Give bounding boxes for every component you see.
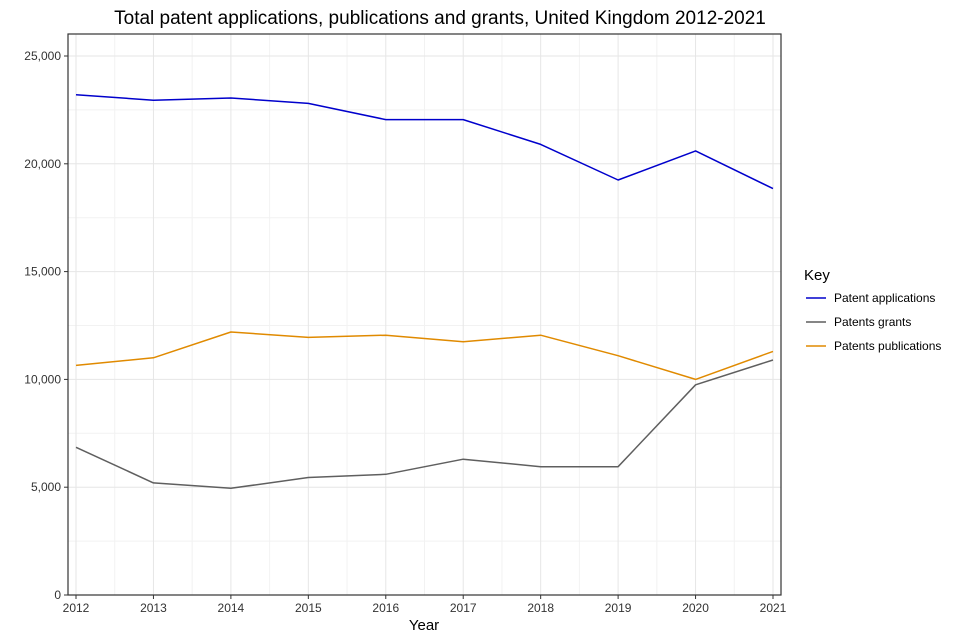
x-tick-label: 2017 (450, 601, 477, 615)
x-tick-label: 2014 (218, 601, 245, 615)
y-tick-label: 25,000 (24, 49, 61, 63)
x-axis: 2012 2013 2014 2015 2016 2017 2018 2019 2020 2021 (63, 595, 787, 615)
x-tick-label: 2016 (372, 601, 399, 615)
x-axis-title: Year (409, 617, 439, 634)
series-lines (75, 94, 774, 490)
y-tick-label: 0 (54, 588, 61, 602)
y-tick-label: 20,000 (24, 157, 61, 171)
series-line-patents-grants (75, 359, 774, 490)
x-tick-label: 2015 (295, 601, 322, 615)
y-tick-label: 5,000 (31, 480, 61, 494)
y-tick-label: 15,000 (24, 265, 61, 279)
legend: Key Patent applications Patents grants Pat… (804, 267, 941, 353)
x-tick-label: 2019 (605, 601, 632, 615)
y-tick-label: 10,000 (24, 372, 61, 386)
x-tick-label: 2013 (140, 601, 167, 615)
x-tick-label: 2012 (63, 601, 90, 615)
legend-title: Key (804, 267, 830, 284)
x-tick-label: 2020 (682, 601, 709, 615)
legend-label-patent-applications: Patent applications (834, 291, 935, 305)
plot-border (67, 33, 782, 596)
series-line-patent-applications (75, 94, 774, 190)
y-axis: 0 5,000 10,000 15,000 20,000 25,000 (24, 49, 68, 602)
grid-major (68, 34, 781, 596)
x-tick-label: 2018 (527, 601, 554, 615)
legend-label-patents-publications: Patents publications (834, 339, 941, 353)
x-tick-label: 2021 (760, 601, 787, 615)
legend-label-patents-grants: Patents grants (834, 315, 911, 329)
chart-title: Total patent applications, publications … (114, 8, 766, 29)
grid-minor (68, 34, 781, 595)
series-line-patents-publications (75, 331, 774, 381)
